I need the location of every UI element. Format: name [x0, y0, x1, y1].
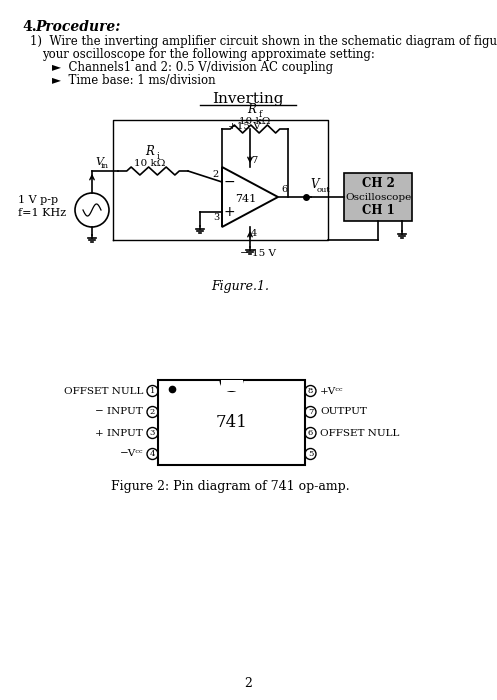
Text: 7: 7: [251, 156, 257, 165]
Text: CH 2: CH 2: [361, 177, 395, 190]
Text: +Vᶜᶜ: +Vᶜᶜ: [320, 386, 343, 395]
Text: ►  Time base: 1 ms/division: ► Time base: 1 ms/division: [52, 74, 216, 87]
Text: 8: 8: [308, 387, 313, 395]
Text: f: f: [259, 110, 262, 119]
Text: CH 1: CH 1: [362, 204, 395, 217]
Text: 6: 6: [281, 185, 287, 194]
Text: Figure.1.: Figure.1.: [211, 280, 269, 293]
Text: R: R: [248, 103, 256, 116]
Text: Inverting: Inverting: [212, 92, 284, 106]
FancyBboxPatch shape: [344, 173, 412, 221]
Text: 4: 4: [251, 229, 257, 238]
Text: in: in: [101, 162, 109, 170]
Text: − INPUT: − INPUT: [95, 407, 143, 416]
Text: 2: 2: [244, 677, 252, 690]
FancyBboxPatch shape: [158, 380, 305, 465]
Text: V: V: [310, 178, 319, 191]
Text: ►  Channels1 and 2: 0.5 V/division AC coupling: ► Channels1 and 2: 0.5 V/division AC cou…: [52, 61, 333, 74]
Text: 1: 1: [150, 387, 155, 395]
Text: 2: 2: [150, 408, 155, 416]
Text: 741: 741: [216, 414, 248, 431]
Text: i: i: [157, 152, 160, 161]
Text: your oscilloscope for the following approximate setting:: your oscilloscope for the following appr…: [42, 48, 375, 61]
Text: out: out: [317, 186, 331, 194]
Text: 2: 2: [213, 170, 219, 179]
Text: 10 kΩ: 10 kΩ: [240, 117, 271, 126]
Text: OFFSET NULL: OFFSET NULL: [320, 428, 400, 438]
Text: Procedure:: Procedure:: [35, 20, 120, 34]
Text: R: R: [146, 145, 155, 158]
Text: +15 V: +15 V: [228, 122, 261, 131]
Text: 3: 3: [213, 213, 219, 222]
Text: +: +: [223, 205, 235, 219]
Text: 7: 7: [308, 408, 313, 416]
Text: 5: 5: [308, 450, 313, 458]
Text: OUTPUT: OUTPUT: [320, 407, 367, 416]
Text: 4.: 4.: [22, 20, 37, 34]
Polygon shape: [221, 380, 243, 391]
Text: 3: 3: [150, 429, 155, 437]
Text: 741: 741: [236, 194, 256, 204]
Polygon shape: [222, 167, 278, 227]
Text: −Vᶜᶜ: −Vᶜᶜ: [119, 449, 143, 459]
Text: V: V: [95, 157, 103, 167]
Text: 4: 4: [150, 450, 155, 458]
Text: Oscilloscope: Oscilloscope: [345, 193, 411, 202]
Text: OFFSET NULL: OFFSET NULL: [64, 386, 143, 395]
Text: 1 V p-p: 1 V p-p: [18, 195, 58, 205]
Text: 10 kΩ: 10 kΩ: [134, 159, 166, 168]
Text: −: −: [223, 175, 235, 189]
Text: f=1 KHz: f=1 KHz: [18, 208, 66, 218]
Text: 1)  Wire the inverting amplifier circuit shown in the schematic diagram of figur: 1) Wire the inverting amplifier circuit …: [30, 35, 497, 48]
Text: 6: 6: [308, 429, 313, 437]
Text: Figure 2: Pin diagram of 741 op-amp.: Figure 2: Pin diagram of 741 op-amp.: [111, 480, 349, 493]
Text: − 15 V: − 15 V: [240, 249, 276, 258]
Text: + INPUT: + INPUT: [95, 428, 143, 438]
